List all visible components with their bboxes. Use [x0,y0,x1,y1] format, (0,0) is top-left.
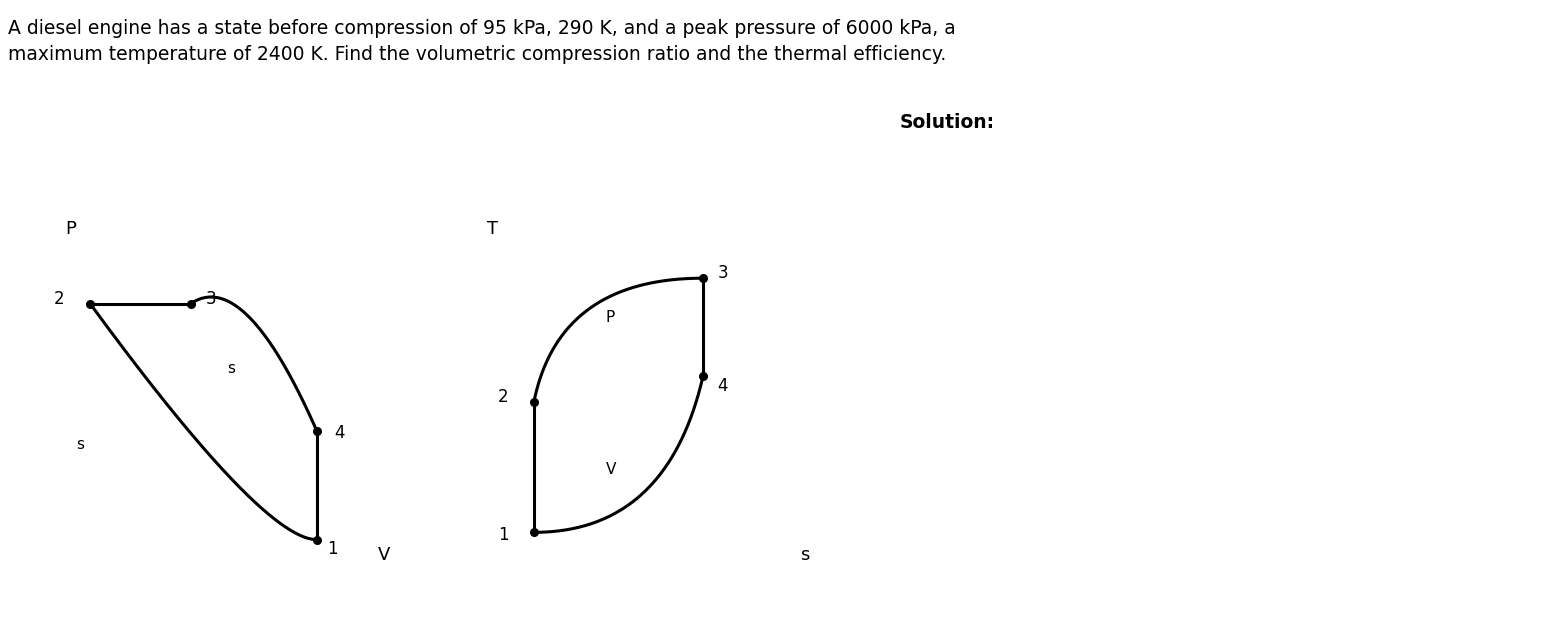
Text: 1: 1 [327,540,338,558]
Text: Solution:: Solution: [899,113,995,131]
Text: 4: 4 [335,424,346,442]
Text: A diesel engine has a state before compression of 95 kPa, 290 K, and a peak pres: A diesel engine has a state before compr… [8,19,956,64]
Text: 4: 4 [718,377,727,395]
Text: s: s [801,546,810,563]
Text: T: T [488,220,499,238]
Text: 3: 3 [718,264,727,282]
Text: V: V [605,462,616,477]
Text: 2: 2 [55,290,64,307]
Text: V: V [378,546,391,563]
Text: 3: 3 [205,290,216,307]
Text: s: s [227,361,235,376]
Text: P: P [66,220,75,238]
Text: 2: 2 [497,387,508,406]
Text: P: P [605,310,615,325]
Text: 1: 1 [497,526,508,543]
Text: s: s [75,437,84,452]
